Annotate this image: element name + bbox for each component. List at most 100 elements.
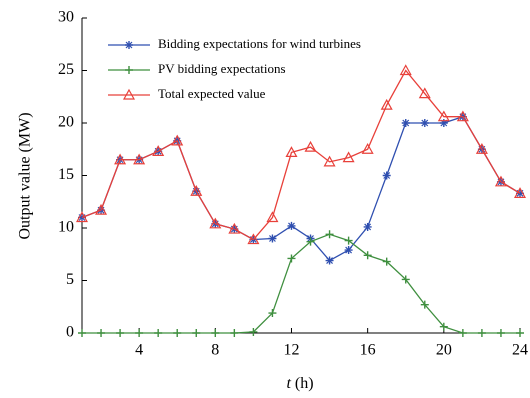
marker-shape [364, 223, 372, 231]
marker-shape [230, 329, 239, 337]
marker-shape [192, 329, 201, 337]
marker [209, 217, 222, 229]
x-tick-label: 4 [135, 342, 143, 359]
marker-shape [496, 329, 505, 337]
marker [249, 327, 258, 336]
marker-shape [304, 140, 317, 152]
marker [285, 146, 298, 157]
marker-shape [439, 322, 448, 331]
marker [268, 309, 277, 318]
marker [247, 233, 260, 245]
x-tick-label: 20 [436, 342, 452, 359]
marker [211, 329, 220, 337]
marker [401, 275, 410, 284]
marker-shape [418, 87, 431, 99]
marker-shape [171, 134, 184, 146]
y-tick-label: 30 [58, 9, 74, 26]
marker [456, 110, 469, 122]
marker-shape [125, 41, 133, 49]
marker-shape [494, 175, 507, 187]
marker [173, 329, 182, 337]
marker-shape [209, 217, 222, 229]
marker [325, 256, 334, 265]
marker-shape [269, 235, 276, 242]
marker [75, 211, 89, 223]
y-axis-label: Output value (MW) [17, 112, 34, 239]
marker-shape [133, 153, 146, 165]
marker [230, 329, 239, 337]
marker [418, 87, 431, 99]
marker-shape [361, 143, 374, 154]
marker [95, 203, 108, 215]
marker [363, 251, 372, 260]
marker [228, 222, 241, 234]
marker [361, 143, 374, 154]
x-axis-unit: (h) [295, 375, 314, 392]
marker-shape [152, 145, 165, 156]
marker [420, 119, 429, 127]
marker [420, 300, 429, 309]
marker-shape [75, 211, 89, 223]
marker [382, 257, 391, 266]
marker-shape [401, 275, 410, 284]
x-tick-label: 16 [360, 342, 376, 359]
marker-shape [285, 146, 298, 157]
marker [516, 329, 524, 337]
marker [122, 88, 136, 100]
marker [458, 329, 467, 337]
marker-shape [173, 329, 182, 337]
marker [133, 153, 146, 165]
marker [306, 237, 315, 246]
marker [344, 236, 353, 245]
marker-shape [380, 98, 393, 110]
marker-shape [211, 329, 220, 337]
legend-label: PV bidding expectations [158, 61, 286, 76]
marker-shape [363, 251, 372, 260]
x-tick-label: 12 [283, 342, 299, 359]
marker [171, 134, 184, 146]
marker-shape [475, 143, 488, 154]
marker [268, 234, 277, 243]
marker [323, 155, 336, 167]
marker [342, 151, 355, 163]
series-line [81, 115, 521, 262]
y-tick-label: 20 [58, 114, 74, 131]
marker-shape [288, 222, 295, 230]
y-tick-label: 5 [66, 271, 74, 288]
y-tick-label: 15 [58, 166, 74, 183]
marker-shape [325, 230, 334, 239]
marker [154, 329, 163, 337]
marker-shape [399, 64, 412, 76]
marker-shape [228, 222, 241, 234]
marker-shape [122, 88, 136, 100]
marker [152, 145, 165, 156]
marker [116, 329, 125, 337]
marker-shape [402, 119, 410, 127]
marker [325, 230, 334, 239]
marker [439, 322, 448, 331]
marker-shape [516, 329, 524, 337]
series-line [81, 69, 521, 241]
y-tick-label: 0 [66, 324, 74, 341]
marker-shape [345, 246, 353, 254]
marker [475, 143, 488, 154]
marker-shape [458, 329, 467, 337]
marker [513, 187, 527, 198]
marker-shape [95, 203, 108, 215]
x-tick-label: 24 [512, 342, 528, 359]
series-line [82, 233, 520, 334]
marker-shape [437, 110, 450, 122]
marker [287, 254, 296, 263]
marker-shape [477, 329, 486, 337]
marker-shape [114, 153, 127, 165]
marker [135, 329, 144, 337]
marker-shape [125, 66, 133, 74]
marker-shape [116, 329, 125, 337]
marker-shape [344, 236, 353, 245]
marker-shape [326, 257, 333, 264]
marker [363, 222, 372, 231]
marker [125, 41, 133, 49]
marker [494, 175, 507, 187]
marker-shape [154, 329, 163, 337]
marker [266, 211, 279, 223]
